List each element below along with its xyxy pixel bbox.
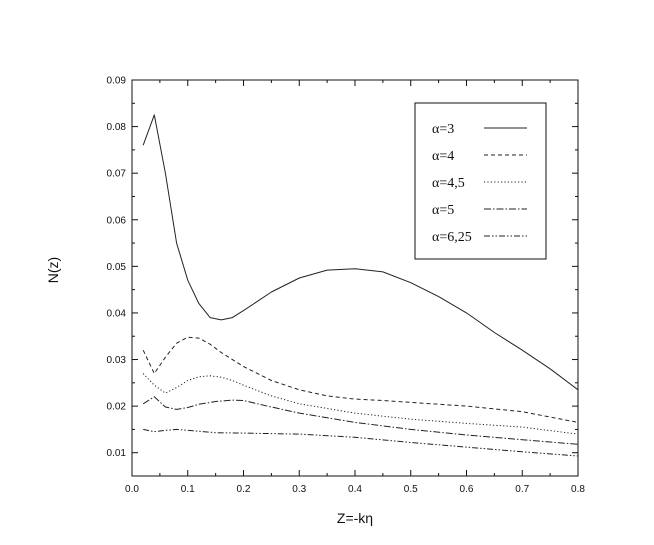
y-tick-label: 0.04 xyxy=(107,308,127,319)
y-tick-label: 0.08 xyxy=(107,122,127,133)
legend-label: α=5 xyxy=(432,203,454,218)
y-tick-label: 0.01 xyxy=(107,448,127,459)
y-tick-label: 0.09 xyxy=(107,76,127,87)
legend-label: α=6,25 xyxy=(432,230,472,245)
series-line xyxy=(142,396,579,445)
series-line xyxy=(142,114,579,391)
legend-label: α=4 xyxy=(432,149,454,164)
legend: α=3 α=4 α=4,5 α=5 α=6,25 xyxy=(432,122,527,245)
x-tick-label: 0.7 xyxy=(515,484,529,495)
x-tick-label: 0.5 xyxy=(404,484,418,495)
legend-label: α=3 xyxy=(432,122,454,137)
series-line xyxy=(143,428,579,457)
y-tick-label: 0.06 xyxy=(107,215,127,226)
x-tick-labels: 0.0 0.1 0.2 0.3 0.4 0.5 0.6 0.7 0.8 xyxy=(125,484,585,495)
y-tick-label: 0.07 xyxy=(107,169,127,180)
legend-label: α=4,5 xyxy=(432,176,465,191)
x-tick-label: 0.6 xyxy=(460,484,474,495)
x-tick-label: 0.4 xyxy=(348,484,362,495)
y-tick-label: 0.02 xyxy=(107,402,127,413)
y-tick-labels: 0.01 0.02 0.03 0.04 0.05 0.06 0.07 0.08 0.09 xyxy=(107,76,127,460)
legend-box xyxy=(414,102,547,260)
x-tick-label: 0.8 xyxy=(571,484,585,495)
y-axis-title: N(z) xyxy=(45,257,61,283)
x-tick-label: 0.0 xyxy=(125,484,139,495)
y-tick-label: 0.05 xyxy=(107,262,127,273)
x-tick-label: 0.3 xyxy=(292,484,306,495)
series-lines xyxy=(142,114,579,457)
x-tick-label: 0.1 xyxy=(181,484,195,495)
tick-marks xyxy=(131,79,579,477)
x-axis-title: Z=-kη xyxy=(337,510,373,526)
series-line xyxy=(142,336,579,423)
series-line xyxy=(142,373,579,435)
y-tick-label: 0.03 xyxy=(107,355,127,366)
x-tick-label: 0.2 xyxy=(237,484,251,495)
